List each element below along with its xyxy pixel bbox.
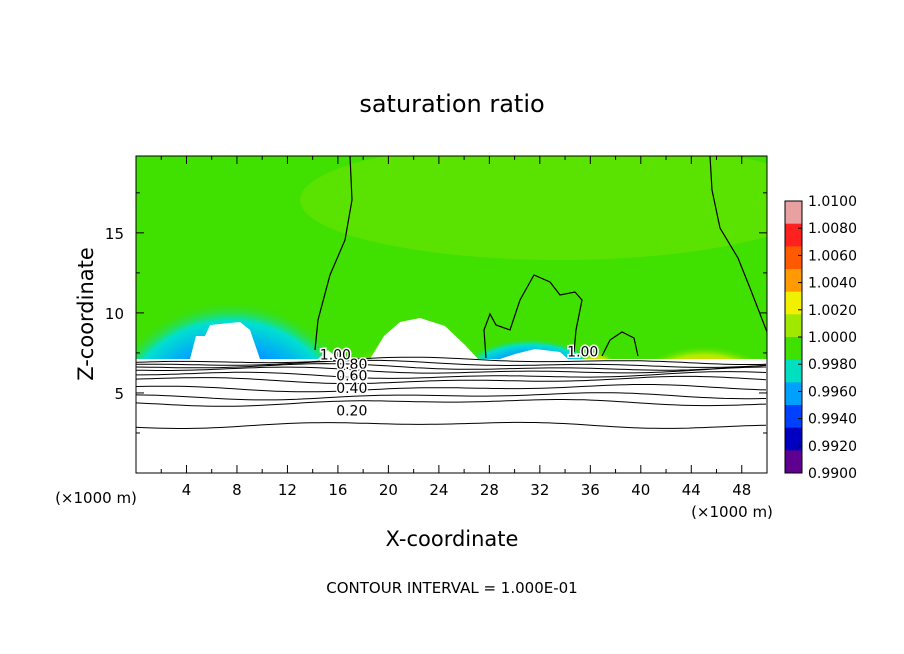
contour-line [136, 366, 767, 374]
x-tick-label: 12 [278, 481, 297, 499]
chart-title: saturation ratio [359, 90, 544, 118]
colorbar-segment [785, 405, 802, 429]
contour-line-1.00 [709, 156, 767, 333]
colorbar-segment [785, 201, 802, 225]
contour-line [136, 371, 767, 379]
colorbar-label: 1.0040 [808, 276, 857, 292]
contour-label: 0.80 [336, 357, 367, 373]
colorbar-label: 1.0080 [808, 221, 857, 237]
colorbar-segment [785, 450, 802, 474]
x-tick-label: 36 [581, 481, 600, 499]
plot-frame [135, 155, 768, 474]
colorbar-label: 1.0020 [808, 303, 857, 319]
colorbar-label: 0.9920 [808, 439, 857, 455]
colorbar-label: 1.0060 [808, 248, 857, 264]
y-tick-label: 10 [105, 305, 124, 323]
contour-line [136, 375, 767, 385]
colorbar-segment [785, 269, 802, 293]
contour-label: 0.40 [336, 381, 367, 397]
colorbar-label: 1.0000 [808, 330, 857, 346]
colorbar-segment [785, 427, 802, 451]
x-tick-label: 20 [379, 481, 398, 499]
x-tick-label: 48 [732, 481, 751, 499]
colorbar-segment [785, 223, 802, 247]
x-axis-label: X-coordinate [386, 527, 519, 551]
x-tick-label: 40 [631, 481, 650, 499]
y-tick-label: 15 [105, 225, 124, 243]
x-tick-label: 28 [480, 481, 499, 499]
x-tick-label: 24 [429, 481, 448, 499]
contour-line [136, 356, 767, 365]
y-axis-label: Z-coordinate [74, 247, 98, 381]
colorbar-segment [785, 337, 802, 361]
terrain-peak-west [190, 322, 260, 359]
contour-line [136, 399, 767, 407]
y-tick-label: 5 [114, 385, 124, 403]
colorbar-label: 0.9940 [808, 412, 857, 428]
colorbar-label: 0.9960 [808, 384, 857, 400]
contour-label: 0.60 [336, 368, 367, 384]
contour-line-1.00 [314, 156, 353, 351]
terrain-notch [318, 350, 338, 359]
terrain-peak-central [370, 318, 478, 359]
contour-label: 1.00 [320, 348, 351, 364]
colorbar-label: 1.0100 [808, 194, 857, 210]
contour-line-1.00 [601, 331, 639, 357]
x-unit-right: (×1000 m) [691, 503, 773, 521]
x-tick-label: 8 [232, 481, 242, 499]
x-tick-label: 16 [328, 481, 347, 499]
colorbar-label: 0.9980 [808, 357, 857, 373]
contour-label: 1.00 [567, 344, 598, 360]
colorbar-segment [785, 382, 802, 406]
colorbar-segment [785, 246, 802, 270]
contour-interval-note: CONTOUR INTERVAL = 1.000E-01 [326, 579, 577, 597]
contour-label: 0.20 [336, 404, 367, 420]
colorbar-label: 0.9900 [808, 466, 857, 482]
colorbar-segment [785, 314, 802, 338]
contour-line [136, 421, 767, 429]
x-tick-label: 4 [182, 481, 192, 499]
colorbar-segment [785, 291, 802, 315]
colorbar-segment [785, 359, 802, 383]
contour-line-1.00 [483, 274, 583, 359]
colorbar: 1.0100 1.0080 1.0060 1.0040 1.0020 1.0000 0.99… [784, 194, 857, 482]
x-tick-label: 32 [530, 481, 549, 499]
terrain-peak-east [500, 349, 568, 359]
contour-line [136, 392, 767, 401]
contour-line [136, 384, 767, 393]
upper-light-band [300, 156, 767, 260]
contour-line [136, 359, 767, 368]
plot-area: 1.000.800.600.400.201.00 [136, 156, 767, 473]
x-tick-label: 44 [682, 481, 701, 499]
terrain-surface [136, 359, 767, 473]
contour-line [136, 363, 767, 371]
x-unit-left: (×1000 m) [55, 489, 137, 507]
